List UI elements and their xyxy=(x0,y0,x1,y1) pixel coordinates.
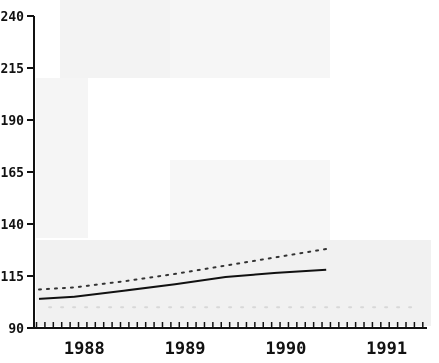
background-panel-0 xyxy=(60,0,170,78)
series-line-1 xyxy=(38,248,328,291)
background-panel-2 xyxy=(36,78,88,238)
y-tick-label: 165 xyxy=(1,166,24,181)
y-tick-label: 115 xyxy=(1,270,24,285)
x-tick-label: 1991 xyxy=(366,339,407,359)
x-tick-label: 1989 xyxy=(165,339,206,359)
x-tick-label: 1988 xyxy=(64,339,105,359)
series-line-0 xyxy=(38,268,327,300)
x-tick-label: 1990 xyxy=(265,339,306,359)
plot-background xyxy=(36,0,431,326)
y-tick-label: 240 xyxy=(1,10,25,25)
y-tick-label: 190 xyxy=(1,114,25,129)
y-axis-ticks: 240 215 190 165 140 115 90 xyxy=(1,10,34,337)
background-panel-4 xyxy=(36,240,431,326)
background-panel-1 xyxy=(170,0,330,78)
y-tick-label: 140 xyxy=(1,218,25,233)
x-axis-ticks: 1988 1989 1990 1991 xyxy=(35,322,424,359)
background-panel-3 xyxy=(170,160,330,240)
series-lines xyxy=(38,248,418,309)
y-tick-label: 215 xyxy=(1,62,24,77)
y-tick-label: 90 xyxy=(8,322,24,337)
